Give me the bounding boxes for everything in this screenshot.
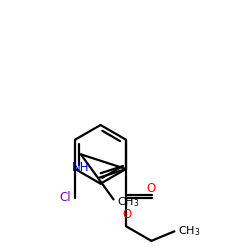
Text: Cl: Cl <box>60 190 72 203</box>
Text: CH$_3$: CH$_3$ <box>178 224 201 238</box>
Text: O: O <box>146 182 156 195</box>
Text: NH: NH <box>72 161 90 174</box>
Text: CH$_3$: CH$_3$ <box>117 195 140 209</box>
Text: O: O <box>122 208 132 221</box>
